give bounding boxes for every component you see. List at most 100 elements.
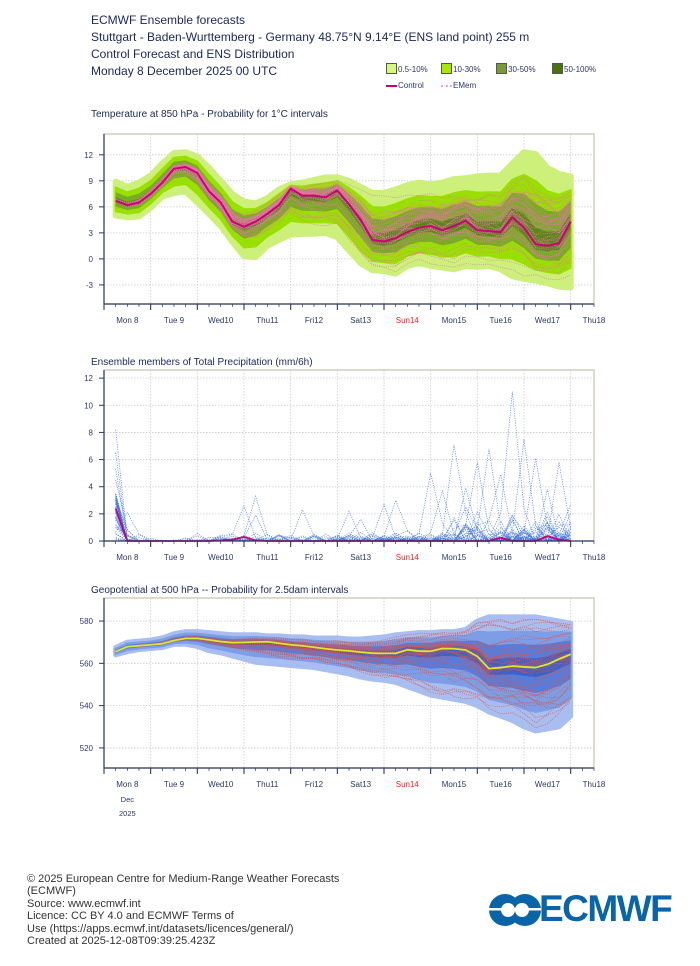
x-tick-label: Fri12 — [305, 780, 324, 789]
x-tick-label: Fri12 — [305, 553, 324, 562]
y-tick-label: 8 — [89, 428, 94, 437]
header-date: Monday 8 December 2025 00 UTC — [91, 64, 278, 78]
legend-label: 30-50% — [508, 65, 536, 74]
x-tick-label: Mon 8 — [116, 553, 139, 562]
ensemble-member-line — [115, 508, 571, 542]
x-tick-label: Fri12 — [305, 316, 324, 325]
ensemble-member-line — [115, 168, 571, 245]
legend-swatch-10-30 — [441, 63, 452, 74]
x-tick-label: Tue16 — [489, 553, 512, 562]
y-tick-label: 12 — [84, 151, 93, 160]
footer-credits: © 2025 European Centre for Medium-Range … — [27, 873, 339, 947]
footer-copyright: © 2025 European Centre for Medium-Range … — [27, 873, 340, 885]
ensemble-member-line — [115, 636, 571, 673]
ensemble-member-line — [115, 167, 571, 262]
x-tick-label: Wed17 — [535, 780, 561, 789]
ensemble-member-line — [115, 638, 571, 693]
x-tick-label: Wed17 — [535, 553, 561, 562]
x-year-label: 2025 — [119, 809, 136, 818]
ensemble-member-line — [115, 639, 571, 709]
y-tick-label: -3 — [86, 281, 94, 290]
x-tick-label: Sun14 — [396, 780, 420, 789]
ensemble-member-line — [115, 166, 571, 220]
header-location: Stuttgart - Baden-Wurttemberg - Germany … — [91, 30, 530, 44]
ensemble-member-line — [115, 170, 571, 240]
ensemble-member-line — [115, 165, 571, 237]
y-tick-label: 560 — [80, 659, 94, 668]
ensemble-member-line — [115, 165, 571, 235]
band-50-100 — [115, 164, 571, 252]
ensemble-member-line — [115, 164, 571, 234]
x-tick-label: Thu18 — [583, 780, 606, 789]
legend-label: 0.5-10% — [398, 65, 428, 74]
y-tick-label: 520 — [80, 744, 94, 753]
x-tick-label: Wed10 — [208, 553, 234, 562]
ensemble-member-line — [115, 168, 571, 258]
legend-label: 50-100% — [564, 65, 597, 74]
x-tick-label: Thu11 — [256, 553, 279, 562]
ensemble-member-line — [115, 166, 571, 235]
plot-area — [103, 369, 595, 542]
chart-2: 520 540 560 580 Mon 8 Tue 9 Wed10 Thu11 Fri12 Sat… — [80, 597, 606, 818]
y-tick-label: 4 — [89, 483, 94, 492]
y-tick-label: 0 — [89, 537, 94, 546]
header-subtitle: Control Forecast and ENS Distribution — [91, 47, 295, 61]
x-tick-label: Tue 9 — [164, 553, 185, 562]
ensemble-member-line — [115, 174, 571, 274]
legend-swatch-30-50 — [496, 63, 507, 74]
footer-copyright-org: (ECMWF) — [27, 885, 76, 898]
control-line — [115, 637, 572, 670]
x-tick-label: Mon 8 — [116, 780, 139, 789]
x-tick-label: Tue16 — [489, 780, 512, 789]
ensemble-member-line — [115, 172, 571, 258]
ensemble-member-line — [115, 164, 571, 223]
x-tick-label: Wed17 — [535, 316, 561, 325]
legend-label: EMem — [453, 81, 477, 90]
x-tick-label: Thu11 — [256, 780, 279, 789]
x-tick-label: Tue16 — [489, 316, 512, 325]
y-tick-label: 6 — [89, 456, 94, 465]
x-month-label: Dec — [121, 795, 135, 804]
ensemble-member-line — [115, 511, 571, 542]
chart-title-precipitation: Ensemble members of Total Precipitation … — [91, 357, 313, 368]
legend-control-line — [386, 85, 397, 87]
x-tick-label: Sun14 — [396, 316, 420, 325]
chart-title-geopotential: Geopotential at 500 hPa -- Probability f… — [91, 585, 349, 596]
ensemble-member-line — [115, 164, 571, 242]
x-tick-label: Mon15 — [442, 316, 467, 325]
footer-source: Source: www.ecmwf.int — [27, 897, 141, 910]
legend-members-line — [441, 85, 452, 87]
footer-licence-url: Use (https://apps.ecmwf.int/datasets/lic… — [27, 922, 294, 935]
x-tick-label: Wed10 — [208, 780, 234, 789]
y-tick-label: 2 — [89, 510, 94, 519]
y-tick-label: 3 — [89, 229, 94, 238]
y-tick-label: 9 — [89, 177, 94, 186]
x-tick-label: Wed10 — [208, 316, 234, 325]
ensemble-member-line — [115, 164, 571, 231]
control-line — [115, 165, 572, 247]
x-tick-label: Sat13 — [350, 316, 371, 325]
x-tick-label: Sun14 — [396, 553, 420, 562]
x-tick-label: Thu11 — [256, 316, 279, 325]
ensemble-member-line — [115, 166, 571, 247]
legend-label: Control — [398, 81, 424, 90]
ensemble-member-line — [115, 164, 571, 239]
ensemble-member-line — [115, 166, 571, 259]
x-tick-label: Thu18 — [583, 316, 606, 325]
chart-1: 0 2 4 6 8 10 12 Mon 8 Tue 9 Wed10 Thu11 Fri12 Sat13 S… — [84, 369, 606, 562]
x-tick-label: Mon 8 — [116, 316, 139, 325]
x-tick-label: Thu18 — [583, 553, 606, 562]
x-tick-label: Tue 9 — [164, 316, 185, 325]
x-tick-label: Sat13 — [350, 780, 371, 789]
x-tick-label: Mon15 — [442, 553, 467, 562]
ecmwf-logo: ECMWF — [489, 888, 679, 929]
ensemble-member-line — [115, 170, 571, 248]
legend-label: 10-30% — [453, 65, 481, 74]
footer-licence: Licence: CC BY 4.0 and ECMWF Terms of — [27, 910, 234, 923]
y-tick-label: 12 — [84, 374, 93, 383]
y-tick-label: 540 — [80, 702, 94, 711]
chart-0: -3 0 3 6 9 12 Mon 8 Tue 9 Wed10 Thu11 Fri12 Sat13 Su… — [84, 133, 606, 325]
ecmwf-logo-text: ECMWF — [539, 888, 673, 929]
y-tick-label: 6 — [89, 203, 94, 212]
